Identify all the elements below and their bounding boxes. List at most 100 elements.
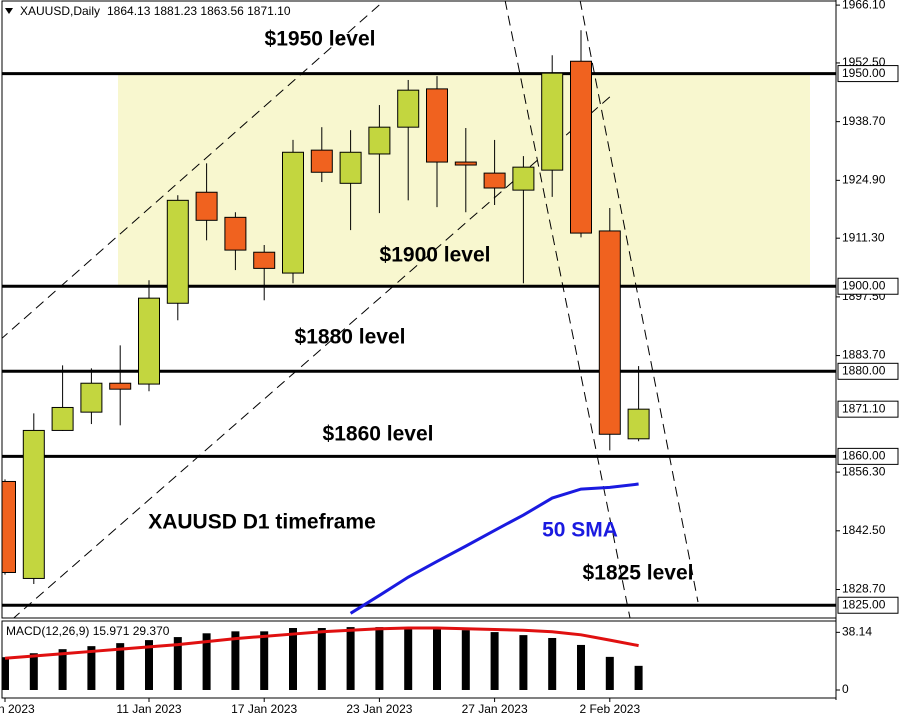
series-label: 50 SMA <box>542 519 618 542</box>
macd-bar <box>634 665 643 690</box>
x-tick-label: 11 Jan 2023 <box>116 702 181 716</box>
x-tick-label: 27 Jan 2023 <box>462 702 528 716</box>
macd-bar <box>433 629 441 690</box>
macd-bar <box>231 631 240 690</box>
level-label: 1900.00 <box>842 278 886 292</box>
candle-body <box>282 151 304 274</box>
channel-line <box>504 1 631 618</box>
candle-body <box>224 216 247 251</box>
channel-lines <box>2 1 699 618</box>
candle-body <box>253 251 276 269</box>
main-pane <box>2 30 836 615</box>
candle-body <box>483 172 506 189</box>
macd-bar <box>260 631 269 690</box>
y-tick-label: 1911.30 <box>842 230 885 244</box>
macd-bar <box>605 656 614 690</box>
x-tick-label: 5 Jan 2023 <box>0 702 35 716</box>
candle-body <box>368 126 391 155</box>
macd-bar <box>58 649 67 690</box>
macd-bar <box>461 630 470 690</box>
x-tick-label: 17 Jan 2023 <box>231 702 297 716</box>
y-tick-label: 1828.70 <box>842 582 886 596</box>
candle-body <box>138 297 160 385</box>
ohlc: 1864.13 1881.23 1863.56 1871.10 <box>107 4 291 18</box>
y-tick-label: 1966.10 <box>842 0 886 11</box>
macd-bar <box>317 628 326 690</box>
macd-frame <box>1 620 837 699</box>
level-label: 1880.00 <box>842 363 886 377</box>
candle-body <box>195 191 218 221</box>
candle-body <box>512 166 535 191</box>
current-price-label: 1871.10 <box>842 401 886 415</box>
level-label: 1950.00 <box>842 66 886 80</box>
candle-body <box>109 382 132 390</box>
macd-bar <box>289 628 297 690</box>
level-annotation: $1880 level <box>295 326 406 349</box>
level-label: 1825.00 <box>842 597 886 611</box>
x-tick-label: 2 Feb 2023 <box>579 702 640 716</box>
zone <box>118 73 810 287</box>
candle-body <box>426 88 448 163</box>
sma-line <box>349 482 639 615</box>
candle-body <box>541 72 564 171</box>
y-tick-label: 1924.90 <box>842 173 886 187</box>
candle-body <box>454 161 477 166</box>
y-tick-label: 1883.70 <box>842 348 886 362</box>
level-annotation: $1900 level <box>380 244 491 267</box>
annotation: XAUUSD D1 timeframe <box>148 511 376 534</box>
symbol: XAUUSD,Daily <box>20 4 100 18</box>
macd-bar <box>346 627 355 690</box>
macd-tick-label: 38.14 <box>842 625 872 639</box>
macd-bar <box>2 657 9 690</box>
channel-line <box>12 94 613 618</box>
candle-body <box>80 382 103 413</box>
macd-bar <box>577 644 585 690</box>
candle-body <box>339 151 362 184</box>
macd-bar <box>519 635 528 690</box>
macd-bar <box>116 643 125 690</box>
macd-bar <box>404 627 413 690</box>
channel-line <box>579 1 699 603</box>
macd-bar <box>87 646 96 690</box>
macd-bar <box>29 653 38 690</box>
y-tick-label: 1856.30 <box>842 464 886 478</box>
level-label-box <box>837 277 899 295</box>
menu-arrow[interactable] <box>5 8 13 14</box>
level-label: 1860.00 <box>842 449 886 463</box>
candle-body <box>2 480 16 573</box>
candle-body <box>22 429 45 579</box>
level-annotation: $1950 level <box>265 28 376 51</box>
candle-body <box>166 199 189 304</box>
macd-bar <box>202 633 211 690</box>
macd-bar <box>375 627 384 690</box>
macd-label: MACD(12,26,9) 15.971 29.370 <box>6 624 170 638</box>
level-label-box <box>837 65 899 83</box>
candle-body <box>310 149 333 173</box>
level-label-box <box>837 596 899 614</box>
level-annotation: $1825 level <box>583 562 694 585</box>
y-tick-label: 1842.50 <box>842 523 886 537</box>
candle-body <box>627 408 650 440</box>
main-frame <box>1 0 837 619</box>
candle-body <box>570 60 592 234</box>
zone-layer <box>118 73 810 287</box>
candle-body <box>51 406 74 431</box>
level-annotation: $1860 level <box>323 423 434 446</box>
macd-pane <box>2 626 643 690</box>
macd-signal <box>4 626 639 660</box>
current-price-box <box>837 400 899 418</box>
macd-bar <box>490 632 499 690</box>
macd-tick-label: 0 <box>842 682 849 696</box>
level-label-box <box>837 362 899 380</box>
level-label-box <box>837 447 899 465</box>
x-tick-label: 23 Jan 2023 <box>346 702 412 716</box>
candle-body <box>397 89 420 128</box>
candle-body <box>598 230 621 435</box>
macd-bar <box>145 640 153 690</box>
y-tick-label: 1938.70 <box>842 114 886 128</box>
macd-bar <box>173 637 182 690</box>
channel-line <box>2 1 385 339</box>
macd-bar <box>548 637 557 690</box>
